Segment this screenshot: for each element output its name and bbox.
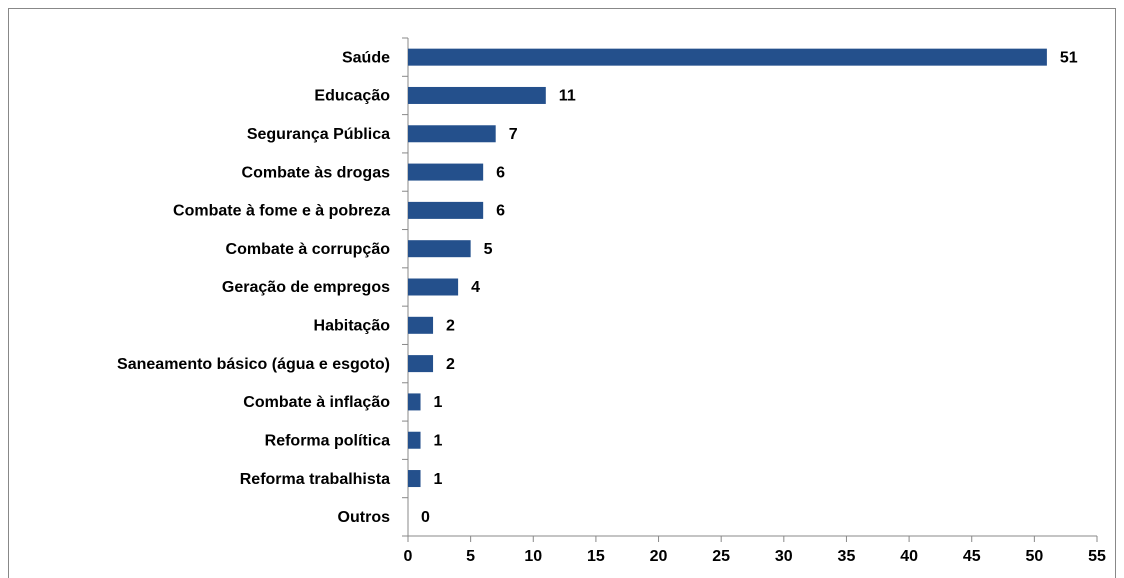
x-tick-label: 45 — [963, 548, 981, 565]
data-label: 5 — [484, 241, 493, 258]
bar — [408, 278, 459, 296]
data-label: 4 — [471, 279, 480, 296]
x-tick-label: 55 — [1088, 548, 1106, 565]
y-tick-label: Saneamento básico (água e esgoto) — [117, 356, 390, 373]
y-tick-label: Combate às drogas — [242, 164, 391, 181]
data-label: 0 — [421, 509, 430, 526]
y-tick-label: Reforma trabalhista — [240, 471, 390, 488]
y-tick-label: Educação — [314, 88, 390, 105]
data-label: 6 — [496, 203, 505, 220]
data-label: 1 — [434, 471, 443, 488]
x-tick-label: 25 — [712, 548, 730, 565]
x-tick-label: 40 — [900, 548, 918, 565]
data-label: 2 — [446, 318, 455, 335]
data-label: 7 — [509, 126, 518, 143]
data-label: 1 — [434, 394, 443, 411]
y-tick-label: Segurança Pública — [247, 126, 390, 143]
bar — [408, 393, 421, 411]
chart-border — [8, 8, 1116, 578]
data-label: 1 — [434, 432, 443, 449]
x-tick-label: 5 — [466, 548, 475, 565]
data-label: 6 — [496, 164, 505, 181]
y-tick-label: Combate à corrupção — [226, 241, 391, 258]
bar — [408, 316, 434, 334]
x-tick-label: 0 — [404, 548, 413, 565]
x-tick-label: 20 — [650, 548, 668, 565]
bar — [408, 201, 484, 219]
x-tick-label: 35 — [838, 548, 856, 565]
bar — [408, 48, 1047, 66]
bar — [408, 125, 496, 143]
y-tick-label: Combate à inflação — [243, 394, 390, 411]
bar — [408, 163, 484, 181]
bar — [408, 240, 471, 258]
data-label: 11 — [559, 88, 576, 105]
y-tick-label: Geração de empregos — [222, 279, 390, 296]
x-tick-label: 30 — [775, 548, 793, 565]
y-tick-label: Combate à fome e à pobreza — [173, 203, 390, 220]
x-tick-label: 10 — [524, 548, 542, 565]
x-tick-label: 15 — [587, 548, 605, 565]
bar — [408, 86, 546, 104]
y-tick-label: Outros — [338, 509, 391, 526]
data-label: 51 — [1060, 49, 1078, 66]
y-tick-label: Habitação — [314, 318, 391, 335]
y-tick-label: Saúde — [342, 49, 390, 66]
bar — [408, 431, 421, 449]
bar — [408, 470, 421, 488]
bar — [408, 355, 434, 373]
y-tick-label: Reforma política — [265, 432, 390, 449]
data-label: 2 — [446, 356, 455, 373]
x-tick-label: 50 — [1025, 548, 1043, 565]
